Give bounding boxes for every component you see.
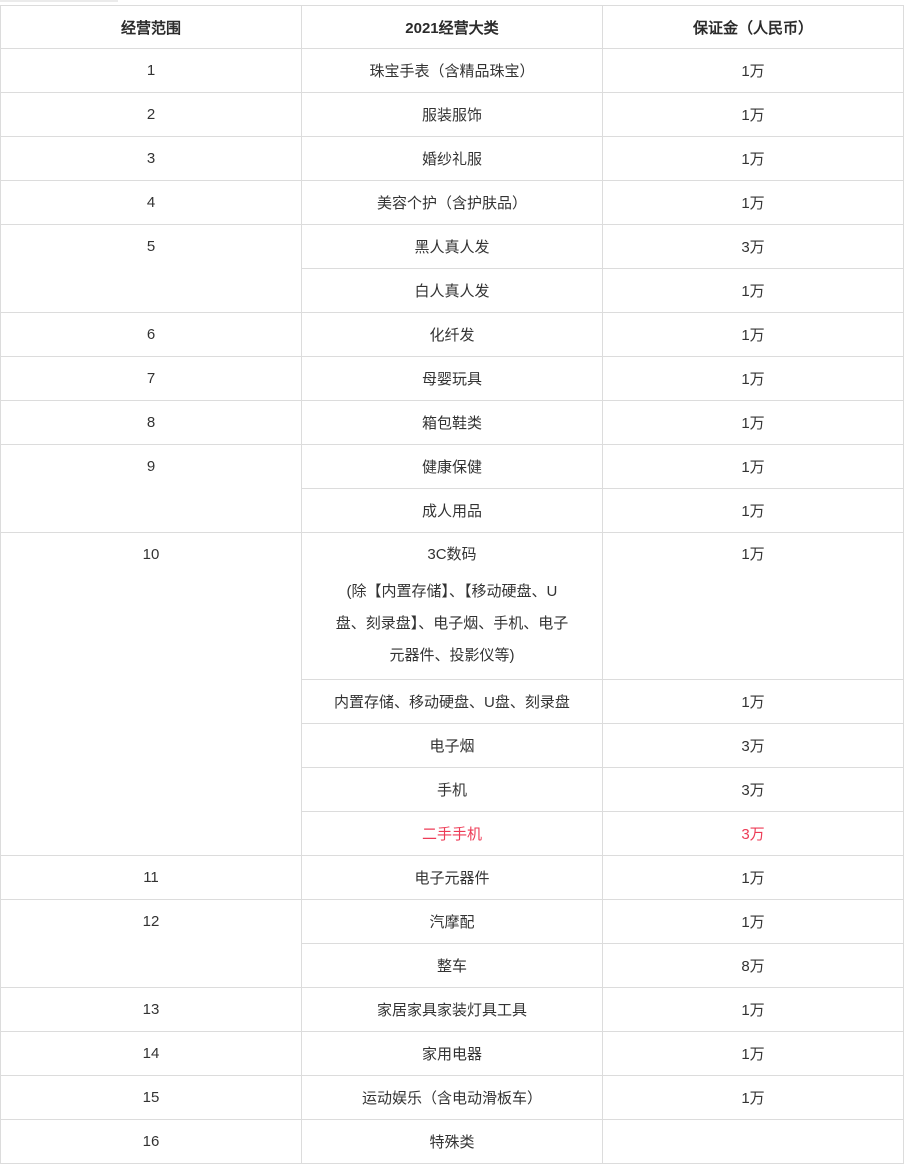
header-row: 经营范围 2021经营大类 保证金（人民币） [0,5,905,49]
table-row: 13 家居家具家装灯具工具 1万 [0,987,905,1032]
category-line: 元器件、投影仪等) [389,647,515,664]
scope-cell: 12 [0,899,302,988]
table-row: 10 3C数码 (除【内置存储】、【移动硬盘、U 盘、刻录盘】、电子烟、手机、电子 元器… [0,532,905,856]
table-row: 白人真人发 1万 [1,268,905,313]
category-cell: 成人用品 [300,488,603,533]
category-cell: 电子元器件 [300,855,603,900]
table-row: 12 汽摩配 1万 [0,899,905,988]
deposit-cell: 3万 [601,811,905,856]
table-row: 7 母婴玩具 1万 [0,356,905,401]
deposit-cell: 1万 [601,136,905,181]
scope-cell: 7 [0,356,302,401]
scope-cell: 4 [0,180,302,225]
category-cell: 二手手机 [300,811,603,856]
scope-cell: 13 [0,987,302,1032]
scope-cell: 9 [0,444,302,533]
category-cell: 箱包鞋类 [300,400,603,445]
category-cell: 电子烟 [300,723,603,768]
category-cell: 黑人真人发 [300,224,603,269]
table-row: 内置存储、移动硬盘、U盘、刻录盘 1万 [1,679,905,724]
deposit-cell: 1万 [601,679,905,724]
scope-cell: 14 [0,1031,302,1076]
category-cell: 珠宝手表（含精品珠宝） [300,48,603,93]
deposit-cell: 1万 [601,180,905,225]
category-cell: 白人真人发 [300,268,603,313]
scope-cell: 6 [0,312,302,357]
category-cell: 婚纱礼服 [300,136,603,181]
table-row: 9 健康保健 1万 [0,444,905,533]
deposit-cell: 1万 [601,48,905,93]
deposit-cell: 1万 [601,312,905,357]
table-row: 1 珠宝手表（含精品珠宝） 1万 [0,48,905,93]
table-body: 1 珠宝手表（含精品珠宝） 1万 2 服装服饰 1万 3 婚纱礼服 1万 4 美容个护（含护肤品） 1… [0,48,905,1164]
top-edge-artifact [0,0,118,2]
deposit-cell: 1万 [601,356,905,401]
table-row: 11 电子元器件 1万 [0,855,905,900]
category-cell: 内置存储、移动硬盘、U盘、刻录盘 [300,679,603,724]
deposit-cell: 1万 [601,987,905,1032]
category-line: 盘、刻录盘】、电子烟、手机、电子 [335,615,569,632]
table-row: 成人用品 1万 [1,488,905,533]
table-row: 15 运动娱乐（含电动滑板车） 1万 [0,1075,905,1120]
table-row: 14 家用电器 1万 [0,1031,905,1076]
deposit-cell: 3万 [601,723,905,768]
deposit-cell: 1万 [601,855,905,900]
category-cell: 运动娱乐（含电动滑板车） [300,1075,603,1120]
category-cell: 手机 [300,767,603,812]
header-deposit-rmb: 保证金（人民币） [601,5,905,49]
category-cell: 家用电器 [300,1031,603,1076]
scope-cell: 3 [0,136,302,181]
deposit-table: 经营范围 2021经营大类 保证金（人民币） 1 珠宝手表（含精品珠宝） 1万 2 服装… [0,5,905,1164]
category-cell: 特殊类 [300,1119,603,1164]
scope-cell: 15 [0,1075,302,1120]
deposit-cell: 3万 [601,767,905,812]
category-cell: 3C数码 (除【内置存储】、【移动硬盘、U 盘、刻录盘】、电子烟、手机、电子 元器件、… [300,532,603,680]
deposit-cell: 1万 [601,1075,905,1120]
deposit-cell: 3万 [601,224,905,269]
scope-cell: 11 [0,855,302,900]
deposit-cell: 8万 [601,943,905,988]
table-row: 3 婚纱礼服 1万 [0,136,905,181]
deposit-cell: 1万 [601,92,905,137]
deposit-cell: 1万 [601,488,905,533]
category-cell: 化纤发 [300,312,603,357]
table-row: 16 特殊类 [0,1119,905,1164]
table-row: 8 箱包鞋类 1万 [0,400,905,445]
header-category-2021: 2021经营大类 [300,5,603,49]
deposit-cell [601,1119,905,1164]
table-row: 电子烟 3万 [1,723,905,768]
scope-cell: 16 [0,1119,302,1164]
table-header: 经营范围 2021经营大类 保证金（人民币） [0,5,905,49]
table-row: 5 黑人真人发 3万 [0,224,905,313]
scope-cell: 10 [0,532,302,856]
header-business-scope: 经营范围 [0,5,302,49]
table-row: 手机 3万 [1,767,905,812]
category-cell: 母婴玩具 [300,356,603,401]
deposit-cell: 1万 [601,1031,905,1076]
scope-cell: 8 [0,400,302,445]
deposit-cell: 1万 [601,400,905,445]
scope-cell: 2 [0,92,302,137]
table-row: 二手手机 3万 [1,811,905,856]
deposit-cell: 1万 [601,899,905,944]
category-cell: 美容个护（含护肤品） [300,180,603,225]
category-cell: 健康保健 [300,444,603,489]
table-row: 4 美容个护（含护肤品） 1万 [0,180,905,225]
category-cell: 家居家具家装灯具工具 [300,987,603,1032]
table-row: 6 化纤发 1万 [0,312,905,357]
category-cell: 汽摩配 [300,899,603,944]
table-row: 整车 8万 [1,943,905,988]
category-line: 3C数码 [427,546,477,563]
scope-cell: 5 [0,224,302,313]
scope-cell: 1 [0,48,302,93]
category-cell: 服装服饰 [300,92,603,137]
deposit-cell: 1万 [601,444,905,489]
category-line: (除【内置存储】、【移动硬盘、U [346,583,558,600]
deposit-cell: 1万 [601,268,905,313]
category-cell: 整车 [300,943,603,988]
table-row: 2 服装服饰 1万 [0,92,905,137]
deposit-cell: 1万 [601,532,905,680]
